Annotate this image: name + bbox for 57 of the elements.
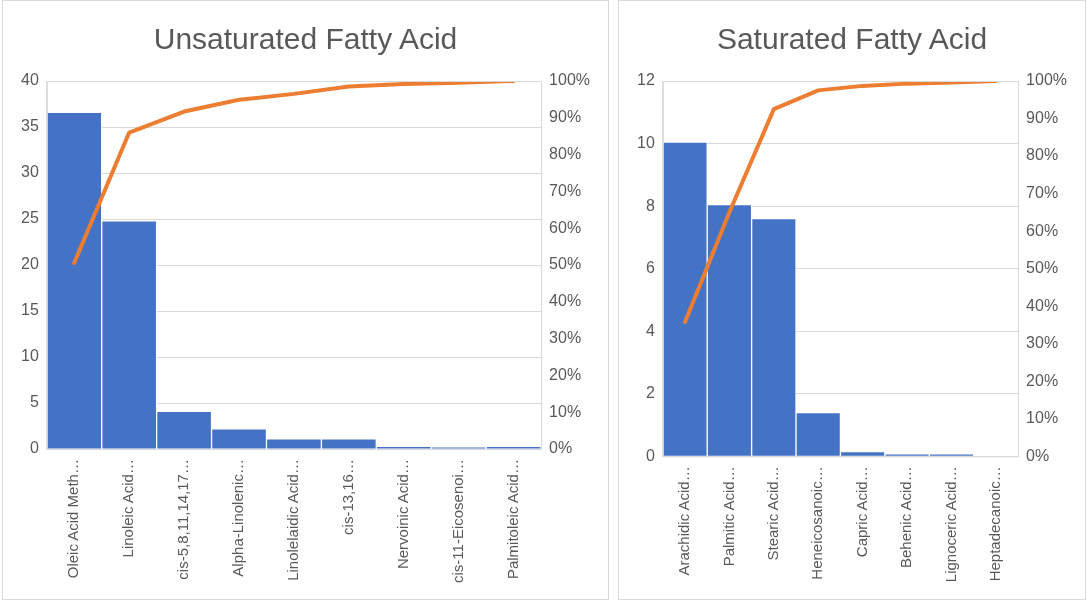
y2-tick-label: 90%: [1026, 108, 1059, 126]
x-tick-label: cis-13,16…: [339, 459, 356, 535]
x-tick-label: Linolelaidic Acid…: [284, 459, 302, 581]
y2-tick-label: 50%: [1026, 259, 1059, 277]
x-tick-label: Nervoinic Acid…: [393, 459, 411, 570]
y-tick-label: 40: [21, 71, 39, 89]
y2-tick-label: 90%: [549, 108, 582, 126]
x-tick-label: Alpha-Linolenic…: [229, 459, 247, 577]
x-tick-label: Stearic Acid…: [763, 466, 781, 561]
y2-tick-label: 100%: [1026, 71, 1067, 89]
y-tick-label: 15: [21, 301, 39, 319]
y2-tick-label: 10%: [1026, 409, 1059, 427]
y2-tick-label: 20%: [1026, 371, 1059, 389]
x-tick-label: cis-11-Eicosenoi…: [448, 459, 466, 583]
y-tick-label: 6: [645, 259, 655, 277]
x-tick-label: Lignoceric Acid…: [941, 466, 959, 583]
y2-tick-label: 50%: [549, 255, 582, 273]
y-tick-label: 35: [21, 117, 39, 135]
y-tick-label: 8: [645, 196, 655, 214]
y2-tick-label: 80%: [1026, 146, 1059, 164]
x-tick-label: Capric Acid…: [852, 466, 870, 558]
y-tick-label: 25: [21, 209, 39, 227]
x-tick-label: Heneicosanoic…: [808, 466, 826, 580]
y2-tick-label: 0%: [549, 439, 573, 457]
y2-tick-label: 100%: [549, 71, 590, 89]
y2-tick-label: 60%: [549, 218, 582, 236]
x-tick-label: Palmitic Acid…: [719, 466, 737, 567]
y-tick-label: 0: [29, 439, 39, 457]
y-tick-label: 4: [645, 321, 655, 339]
y-tick-label: 2: [645, 384, 655, 402]
y-tick-label: 0: [645, 446, 655, 464]
y2-tick-label: 80%: [549, 145, 582, 163]
x-tick-label: Behenic Acid…: [897, 466, 915, 569]
y2-tick-label: 70%: [1026, 183, 1059, 201]
x-tick-label: Oleic Acid Meth…: [64, 459, 82, 579]
y2-tick-label: 30%: [1026, 334, 1059, 352]
y-tick-label: 10: [21, 347, 39, 365]
y2-tick-label: 10%: [549, 402, 582, 420]
y-tick-label: 10: [637, 133, 655, 151]
y-tick-label: 30: [21, 163, 39, 181]
y-tick-label: 12: [637, 71, 655, 89]
x-tick-label: Palmitoleic Acid…: [503, 459, 521, 580]
y-tick-label: 5: [29, 393, 39, 411]
y2-tick-label: 40%: [1026, 296, 1059, 314]
y2-tick-label: 40%: [549, 292, 582, 310]
y2-tick-label: 70%: [549, 181, 582, 199]
y2-tick-label: 0%: [1026, 446, 1050, 464]
y-tick-label: 20: [21, 255, 39, 273]
x-tick-label: Heptadecanoic…: [986, 466, 1004, 582]
y2-tick-label: 30%: [549, 329, 582, 347]
y2-tick-label: 60%: [1026, 221, 1059, 239]
x-tick-label: Arachidic Acid…: [675, 466, 693, 576]
chart-title: Unsaturated Fatty Acid: [153, 22, 458, 56]
x-tick-label: Linoleic Acid…: [119, 459, 137, 558]
y2-tick-label: 20%: [549, 365, 582, 383]
x-tick-label: cis-5,8,11,14,17…: [174, 459, 192, 580]
chart-title: Saturated Fatty Acid: [716, 22, 988, 56]
